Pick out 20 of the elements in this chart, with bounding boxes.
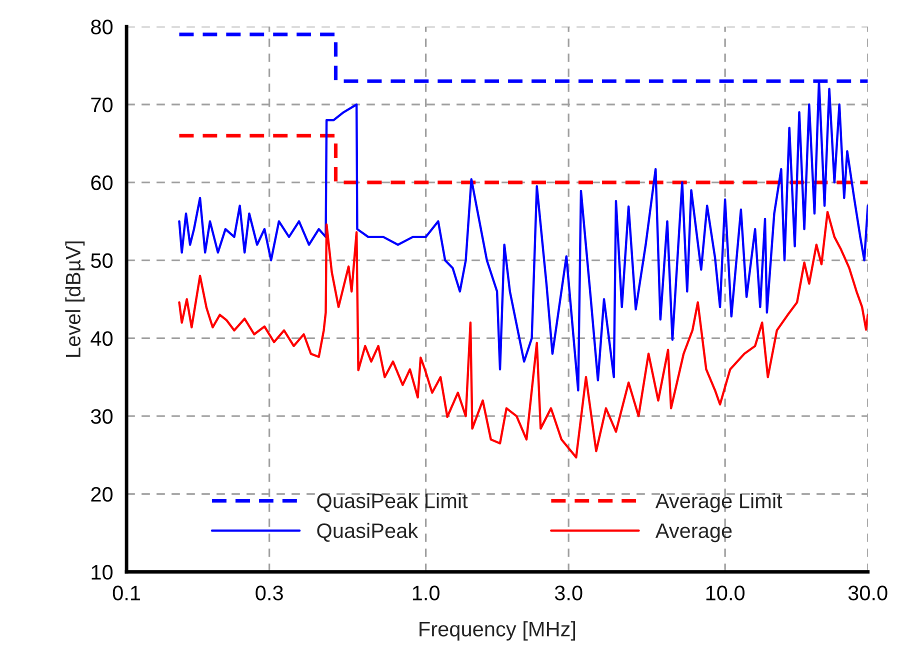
x-tick-label: 0.3 <box>256 586 283 600</box>
y-tick-label: 20 <box>91 487 113 502</box>
x-tick-label: 3.0 <box>554 586 582 600</box>
y-axis-title: Level [dBµV] <box>65 241 85 357</box>
x-tick-label: 0.1 <box>112 586 140 600</box>
y-tick-label: 70 <box>91 98 113 112</box>
y-tick-label: 50 <box>91 253 113 268</box>
legend-label: QuasiPeak Limit <box>317 492 468 512</box>
x-tick-label: 10.0 <box>706 586 745 600</box>
x-tick-label: 30.0 <box>848 586 888 600</box>
y-tick-label: 40 <box>90 331 113 346</box>
legend-label: Average <box>655 524 732 542</box>
y-tick-label: 10 <box>92 564 113 580</box>
y-tick-label: 60 <box>91 175 113 190</box>
x-tick-label: 1.0 <box>412 586 440 600</box>
legend-label: Average Limit <box>655 492 782 512</box>
x-axis-title: Frequency [MHz] <box>420 621 576 641</box>
legend-label: QuasiPeak <box>317 522 418 542</box>
y-tick-label: 30 <box>90 409 113 424</box>
y-tick-label: 80 <box>91 20 113 34</box>
